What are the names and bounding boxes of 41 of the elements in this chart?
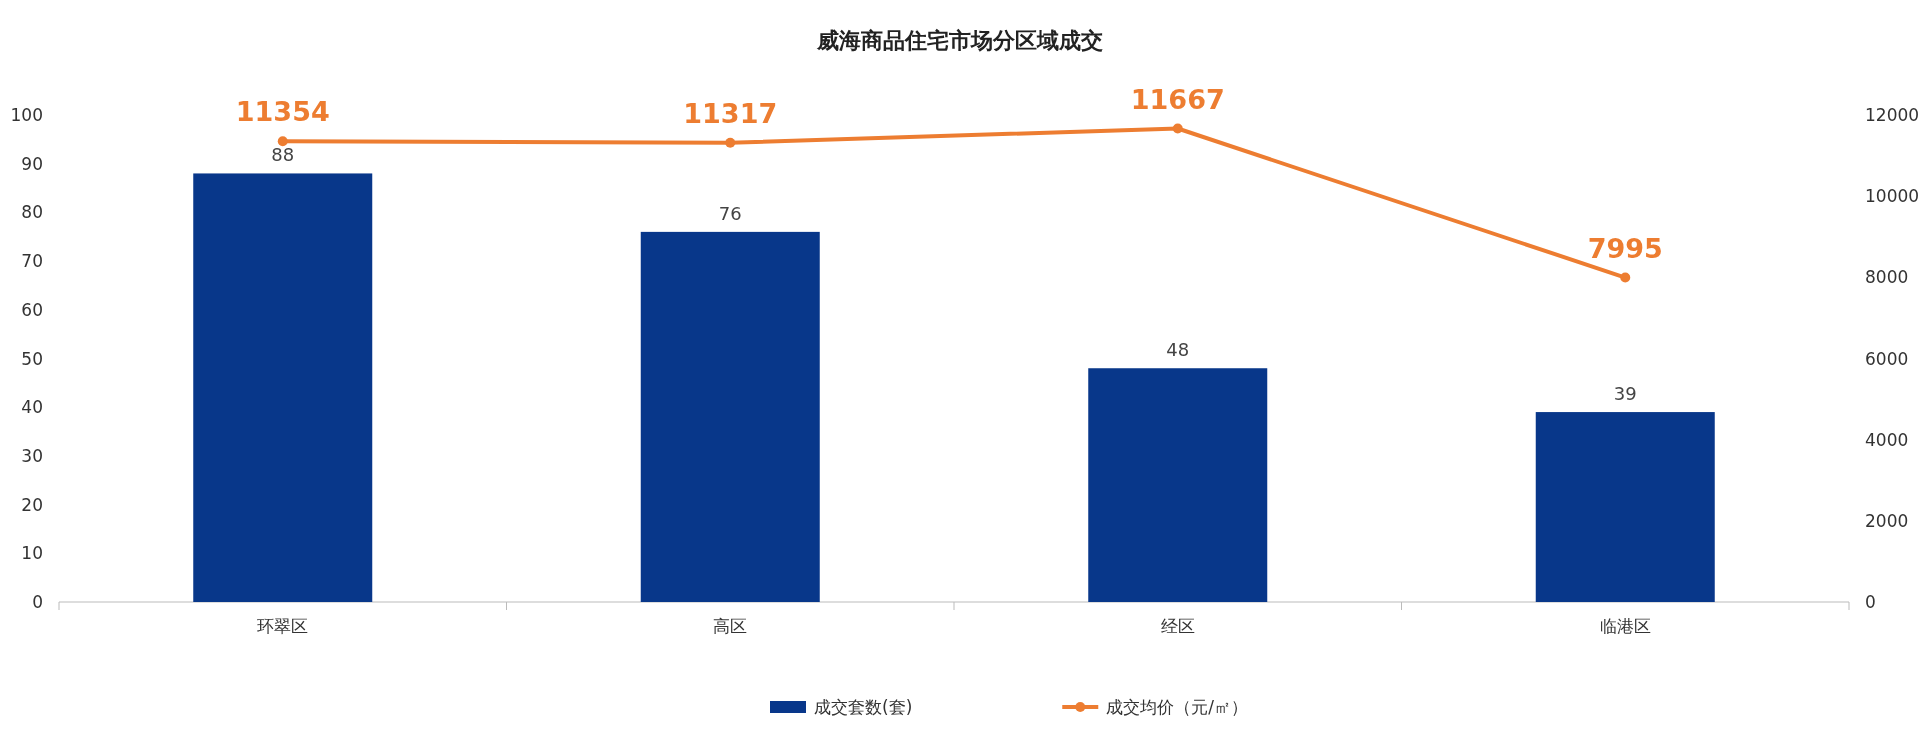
y2-tick-label: 8000: [1865, 267, 1909, 288]
data-label: 76: [718, 202, 742, 224]
data-label: 48: [1166, 339, 1190, 361]
bar: [1088, 368, 1268, 602]
point: [1172, 123, 1183, 134]
y-tick-label: 90: [21, 153, 43, 174]
legend-label: 成交均价（元/㎡）: [1106, 697, 1248, 717]
y-tick-label: 40: [21, 397, 43, 418]
x-tick-label: 经区: [1160, 616, 1195, 636]
point: [277, 136, 288, 147]
data-label: 11317: [683, 97, 778, 129]
y-tick-label: 80: [21, 202, 43, 223]
bar: [193, 173, 373, 602]
y-tick-label: 50: [21, 348, 43, 369]
x-tick-label: 环翠区: [257, 616, 309, 636]
y-tick-label: 100: [10, 105, 43, 125]
y-tick-label: 70: [21, 251, 43, 272]
y-tick-label: 30: [21, 445, 43, 466]
data-label: 7995: [1587, 232, 1663, 264]
y2-tick-label: 4000: [1865, 429, 1909, 450]
point: [725, 137, 736, 148]
y-tick-label: 10: [21, 543, 43, 564]
bar: [640, 231, 820, 602]
y2-tick-label: 0: [1865, 592, 1876, 612]
y-tick-label: 60: [21, 299, 43, 320]
y2-tick-label: 12000: [1865, 105, 1920, 125]
data-label: 11667: [1130, 83, 1225, 115]
bar: [1535, 412, 1715, 602]
legend-label: 成交套数(套): [814, 697, 913, 717]
y-tick-label: 0: [32, 592, 43, 612]
y2-tick-label: 6000: [1865, 348, 1909, 369]
y2-tick-label: 2000: [1865, 510, 1909, 531]
x-tick-label: 临港区: [1599, 616, 1651, 636]
data-label: 39: [1613, 383, 1637, 405]
data-label: 88: [271, 144, 295, 166]
chart-title: 威海商品住宅市场分区域成交: [816, 28, 1103, 53]
y2-tick-label: 10000: [1865, 186, 1920, 207]
data-label: 11354: [235, 96, 330, 128]
x-tick-label: 高区: [713, 616, 748, 636]
y-tick-label: 20: [21, 494, 43, 515]
point: [1620, 272, 1631, 283]
